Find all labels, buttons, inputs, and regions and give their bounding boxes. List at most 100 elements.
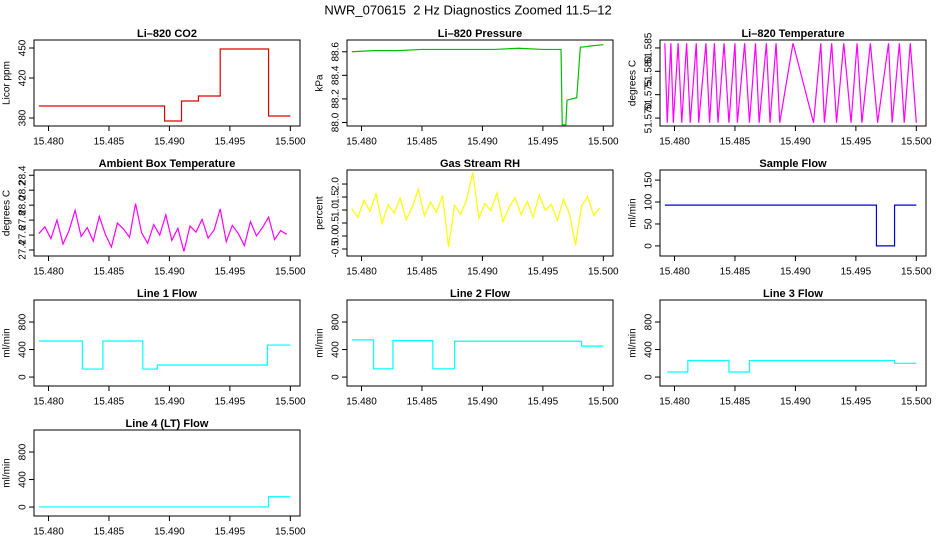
series-line [664,43,917,123]
y-tick-label: 27.4 [18,240,29,260]
x-tick-label: 15.485 [407,267,438,278]
y-axis-label: ml/min [628,198,639,227]
x-tick-label: 15.490 [780,137,811,148]
panel-title: Sample Flow [759,158,827,170]
x-tick-label: 15.495 [528,137,559,148]
panel-title: Li–820 Temperature [741,28,844,40]
x-tick-label: 15.480 [33,397,64,408]
plot-frame [33,39,301,127]
x-tick-label: 15.485 [407,397,438,408]
series-line [38,340,291,370]
y-tick-label: 0 [644,243,655,249]
plot-frame [33,429,301,517]
series-line [351,172,601,247]
x-tick-label: 15.485 [720,397,751,408]
x-tick-label: 15.480 [33,267,64,278]
x-tick-label: 15.500 [275,527,306,538]
y-tick-label: 0.0 [331,229,342,243]
x-tick-label: 15.485 [94,527,125,538]
x-tick-label: 15.480 [33,137,64,148]
y-tick-label: 51.570 [644,102,655,133]
y-axis-label: percent [315,196,326,230]
x-tick-label: 15.490 [154,267,185,278]
y-axis-label: degrees C [628,60,639,106]
x-tick-label: 15.500 [588,137,619,148]
x-tick-label: 15.490 [467,137,498,148]
x-tick-label: 15.485 [720,137,751,148]
y-tick-label: 1.0 [331,203,342,217]
x-tick-label: 15.495 [215,527,246,538]
y-tick-label: 88.2 [331,89,342,109]
plot-frame [346,169,614,257]
panel-title: Line 1 Flow [137,288,197,300]
panel-title: Li–820 CO2 [137,28,197,40]
series-line [664,204,917,247]
x-tick-label: 15.500 [275,137,306,148]
y-tick-label: 51.575 [644,79,655,110]
x-tick-label: 15.480 [346,397,377,408]
x-tick-label: 15.490 [780,397,811,408]
series-line [667,359,917,373]
x-tick-label: 15.485 [407,137,438,148]
plot-frame [659,299,927,387]
y-tick-label: 27.6 [18,225,29,245]
y-axis-label: Licor ppm [2,61,13,105]
panel-title: Line 3 Flow [763,288,823,300]
y-tick-label: 420 [18,69,29,86]
x-tick-label: 15.495 [841,137,872,148]
plot-frame [346,39,614,127]
x-tick-label: 15.490 [154,137,185,148]
panel-title: Gas Stream RH [440,158,520,170]
y-tick-label: 400 [331,341,342,358]
x-tick-label: 15.500 [275,267,306,278]
x-tick-label: 15.480 [346,267,377,278]
series-line [38,203,288,252]
series-line [38,48,291,122]
x-tick-label: 15.485 [94,137,125,148]
panel-title: Li–820 Pressure [438,28,522,40]
x-tick-label: 15.495 [528,397,559,408]
y-tick-label: 2.0 [331,177,342,191]
y-tick-label: 100 [644,193,655,210]
x-tick-label: 15.490 [154,527,185,538]
y-tick-label: 800 [331,313,342,330]
y-tick-label: 88.4 [331,65,342,85]
y-axis-label: kPa [315,74,326,92]
y-tick-label: 51.580 [644,56,655,87]
y-tick-label: 0 [644,374,655,380]
y-tick-label: 28.2 [18,180,29,200]
plot-frame [33,299,301,387]
x-tick-label: 15.495 [215,267,246,278]
y-tick-label: 450 [18,39,29,56]
panel-title: Ambient Box Temperature [99,158,236,170]
y-tick-label: 88.0 [331,112,342,132]
series-line [351,44,604,126]
x-tick-label: 15.480 [33,527,64,538]
y-tick-label: 380 [18,109,29,126]
panel-title: Line 4 (LT) Flow [126,418,209,430]
x-tick-label: 15.495 [841,267,872,278]
y-axis-label: ml/min [2,328,13,357]
x-tick-label: 15.495 [528,267,559,278]
x-tick-label: 15.500 [901,397,932,408]
x-tick-label: 15.485 [94,267,125,278]
plot-frame [346,299,614,387]
x-tick-label: 15.485 [94,397,125,408]
x-tick-label: 15.490 [467,267,498,278]
x-tick-label: 15.495 [841,397,872,408]
y-tick-label: 0 [18,374,29,380]
y-tick-label: 400 [18,471,29,488]
y-tick-label: 27.8 [18,210,29,230]
x-tick-label: 15.485 [720,267,751,278]
x-tick-label: 15.490 [780,267,811,278]
y-tick-label: 28.4 [18,165,29,185]
y-axis-label: ml/min [2,458,13,487]
x-tick-label: 15.500 [588,397,619,408]
plot-frame [33,169,301,257]
y-tick-label: -0.5 [331,240,342,258]
y-tick-label: 400 [18,341,29,358]
plot-frame [659,169,927,257]
panel-title: Line 2 Flow [450,288,510,300]
